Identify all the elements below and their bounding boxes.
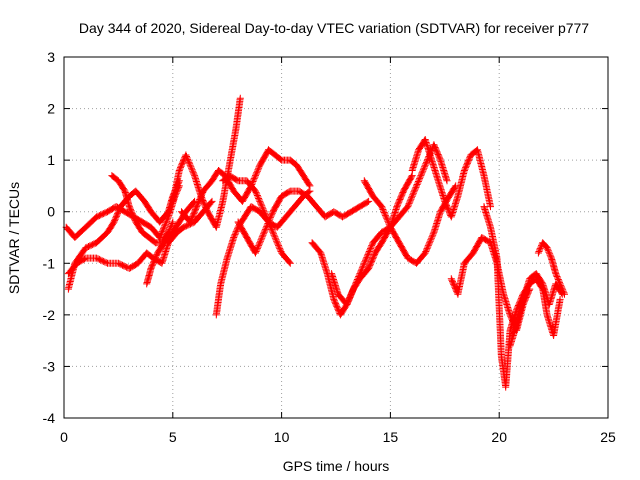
y-tick-label: -1 xyxy=(43,255,56,271)
x-axis-label: GPS time / hours xyxy=(283,458,390,474)
plus-markers xyxy=(328,141,451,308)
series-track-r xyxy=(534,239,568,298)
x-tick-label: 5 xyxy=(169,429,177,445)
y-tick-label: 2 xyxy=(47,101,55,117)
y-tick-label: -2 xyxy=(43,307,56,323)
series-track-f xyxy=(169,94,244,231)
series-track-i xyxy=(219,172,294,267)
plus-markers xyxy=(64,197,216,278)
y-tick-label: -4 xyxy=(43,410,56,426)
y-axis-label: SDTVAR / TECUs xyxy=(6,182,22,294)
series-track-q xyxy=(506,270,566,350)
x-tick-label: 25 xyxy=(600,429,616,445)
plus-markers xyxy=(108,172,177,247)
series-track-l xyxy=(328,141,451,308)
plus-markers xyxy=(169,94,244,231)
plus-markers xyxy=(143,197,199,288)
series-track-d xyxy=(108,172,177,247)
y-tick-label: -3 xyxy=(43,358,56,374)
series-track-j xyxy=(234,187,373,257)
x-tick-label: 0 xyxy=(60,429,68,445)
plus-markers xyxy=(506,270,566,350)
x-tick-label: 15 xyxy=(383,429,399,445)
series-track-g xyxy=(178,146,314,226)
chart-title: Day 344 of 2020, Sidereal Day-to-day VTE… xyxy=(79,20,589,36)
x-tick-label: 20 xyxy=(491,429,507,445)
y-tick-label: 0 xyxy=(47,204,55,220)
data-points xyxy=(62,94,568,391)
y-tick-label: 3 xyxy=(47,49,55,65)
series-track-b xyxy=(64,197,216,278)
plus-markers xyxy=(408,136,494,221)
series-track-n xyxy=(408,136,494,221)
x-tick-label: 10 xyxy=(274,429,290,445)
plus-markers xyxy=(534,239,568,298)
plus-markers xyxy=(178,146,314,226)
plot-frame xyxy=(63,56,609,419)
series-track-e xyxy=(143,197,199,288)
y-tick-label: 1 xyxy=(47,152,55,168)
plus-markers xyxy=(234,187,373,257)
plus-markers xyxy=(219,172,294,267)
